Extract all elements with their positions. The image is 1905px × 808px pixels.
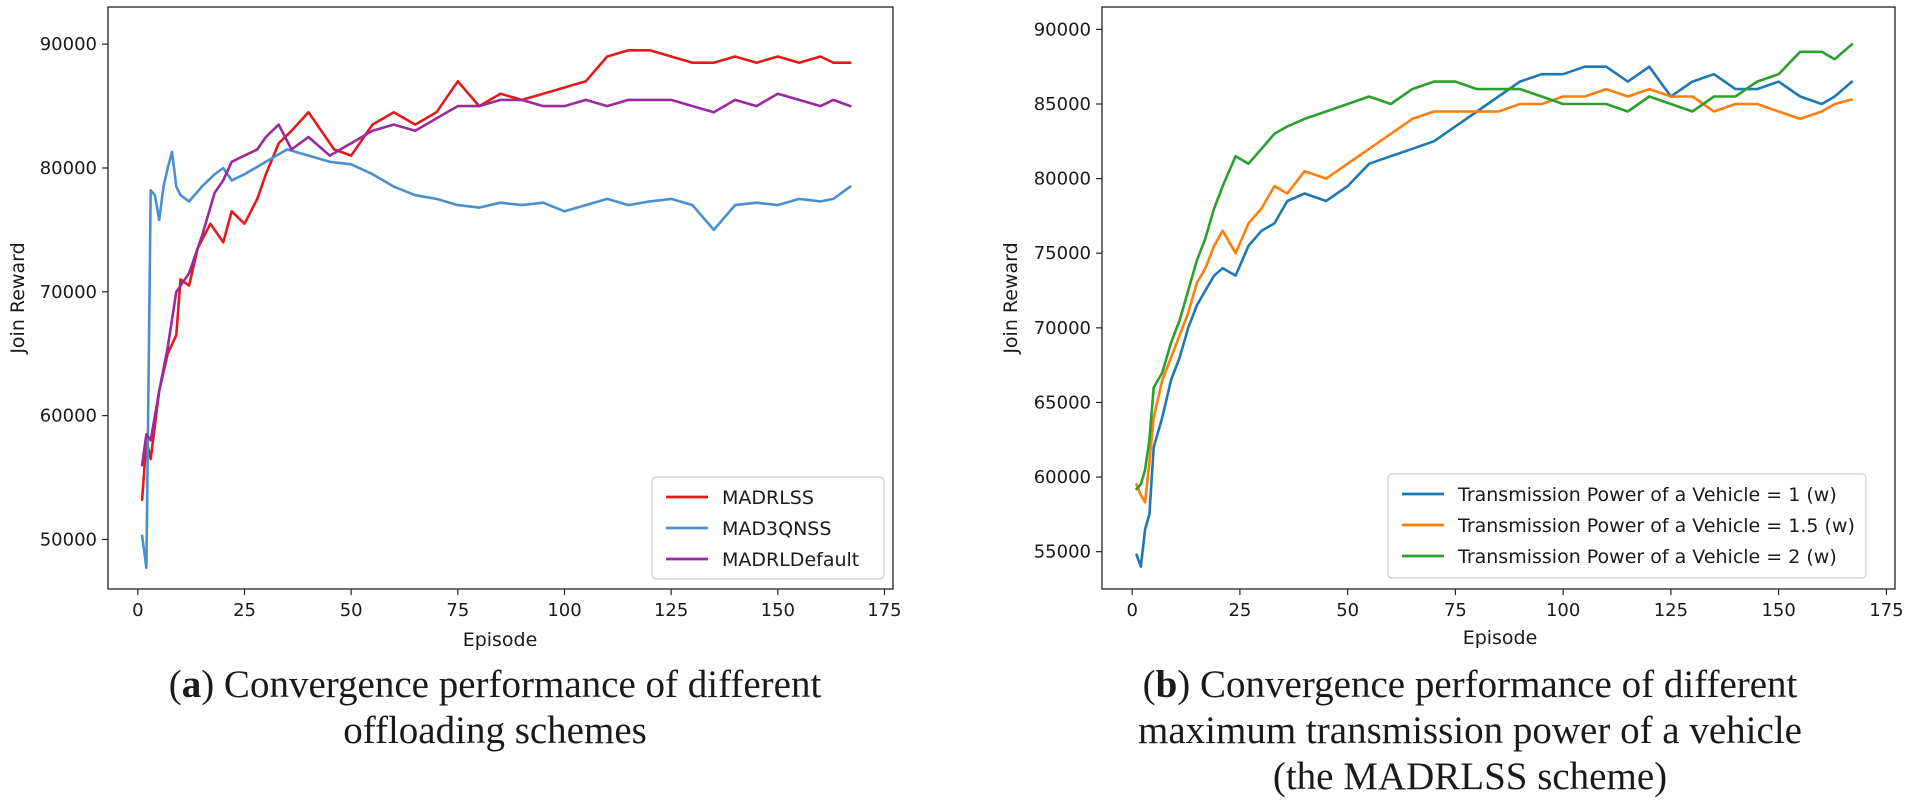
chart-a-xtick-label: 0 — [132, 600, 143, 621]
chart-a-ylabel: Join Reward — [7, 242, 29, 354]
chart-a-xtick-label: 100 — [547, 600, 581, 621]
chart-b-ylabel: Join Reward — [1000, 242, 1022, 354]
chart-a: 0 25 50 75 100 125 150 175 50000 60000 70000 80000 9… — [7, 6, 902, 651]
chart-b-legend-label-0: Transmission Power of a Vehicle = 1 (w) — [1457, 484, 1837, 506]
chart-b-ytick-label: 60000 — [1034, 467, 1091, 488]
chart-b-xtick-label: 100 — [1546, 600, 1580, 621]
caption-b-line3: (the MADRLSS scheme) — [1272, 755, 1668, 798]
caption-b-paren: ( — [1142, 663, 1156, 706]
chart-a-series-line-2 — [140, 92, 852, 467]
chart-b: 0 25 50 75 100 125 150 175 55000 60000 65000 70000 7… — [1000, 6, 1904, 649]
chart-b-xtick-label: 50 — [1336, 600, 1359, 621]
caption-a: (a) Convergence performance of different… — [40, 662, 950, 754]
chart-b-ytick-label: 70000 — [1034, 318, 1091, 339]
chart-a-legend-label-0: MADRLSS — [722, 487, 814, 509]
chart-a-xtick-label: 150 — [761, 600, 795, 621]
chart-a-xtick-label: 125 — [654, 600, 688, 621]
chart-b-xtick-label: 125 — [1654, 600, 1688, 621]
chart-b-xtick-label: 175 — [1869, 600, 1903, 621]
caption-b-letter: b — [1155, 663, 1178, 706]
chart-b-ytick-label: 85000 — [1034, 94, 1091, 115]
chart-b-ytick-label: 90000 — [1034, 19, 1091, 40]
chart-b-xtick-label: 0 — [1126, 600, 1137, 621]
caption-b: (b) Convergence performance of different… — [1040, 662, 1900, 800]
caption-b-line1: ) Convergence performance of different — [1177, 663, 1798, 706]
chart-b-legend-label-2: Transmission Power of a Vehicle = 2 (w) — [1457, 546, 1837, 568]
chart-a-ytick-label: 80000 — [40, 158, 97, 179]
chart-a-xtick-label: 175 — [867, 600, 901, 621]
chart-b-frame — [1101, 6, 1896, 590]
chart-b-ytick-label: 55000 — [1034, 542, 1091, 563]
caption-a-line1: ) Convergence performance of different — [201, 663, 822, 706]
chart-b-ytick-label: 75000 — [1034, 243, 1091, 264]
caption-a-letter: a — [181, 663, 202, 706]
chart-b-legend-label-1: Transmission Power of a Vehicle = 1.5 (w… — [1457, 515, 1855, 537]
chart-a-xtick-label: 75 — [446, 600, 469, 621]
chart-b-ytick-label: 80000 — [1034, 169, 1091, 190]
chart-b-series — [1135, 42, 1854, 568]
chart-a-legend-label-1: MAD3QNSS — [722, 518, 831, 540]
chart-a-ytick-label: 60000 — [40, 406, 97, 427]
chart-a-ytick-label: 70000 — [40, 282, 97, 303]
chart-b-xlabel: Episode — [1463, 627, 1538, 649]
chart-b-xtick-label: 75 — [1444, 600, 1467, 621]
chart-b-xtick-label: 150 — [1761, 600, 1795, 621]
chart-a-series-line-0 — [140, 48, 852, 502]
caption-a-line2: offloading schemes — [343, 709, 647, 752]
chart-b-xtick-label: 25 — [1228, 600, 1251, 621]
chart-b-legend: Transmission Power of a Vehicle = 1 (w) T… — [1387, 473, 1867, 579]
chart-b-ytick-label: 65000 — [1034, 392, 1091, 413]
caption-b-line2: maximum transmission power of a vehicle — [1138, 709, 1802, 752]
chart-b-legend-box — [1387, 473, 1867, 579]
chart-a-legend-label-2: MADRLDefault — [722, 549, 859, 571]
chart-b-series-line-1 — [1135, 87, 1854, 504]
chart-a-xtick-label: 50 — [340, 600, 363, 621]
chart-a-ytick-label: 50000 — [40, 529, 97, 550]
chart-a-series-line-1 — [140, 148, 852, 570]
chart-a-frame — [107, 6, 894, 590]
caption-a-paren: ( — [168, 663, 182, 706]
chart-b-series-line-2 — [1135, 42, 1854, 491]
chart-a-ticks: 0 25 50 75 100 125 150 175 50000 60000 70000 80000 9… — [40, 34, 902, 621]
chart-b-ticks: 0 25 50 75 100 125 150 175 55000 60000 65000 70000 7… — [1034, 19, 1904, 621]
chart-a-legend: MADRLSS MAD3QNSS MADRLDefault — [651, 476, 885, 580]
chart-a-xtick-label: 25 — [233, 600, 256, 621]
chart-a-ytick-label: 90000 — [40, 34, 97, 55]
chart-a-xlabel: Episode — [463, 629, 538, 651]
chart-a-legend-box — [651, 476, 885, 580]
chart-a-series — [140, 48, 852, 570]
chart-b-series-line-0 — [1135, 65, 1854, 568]
